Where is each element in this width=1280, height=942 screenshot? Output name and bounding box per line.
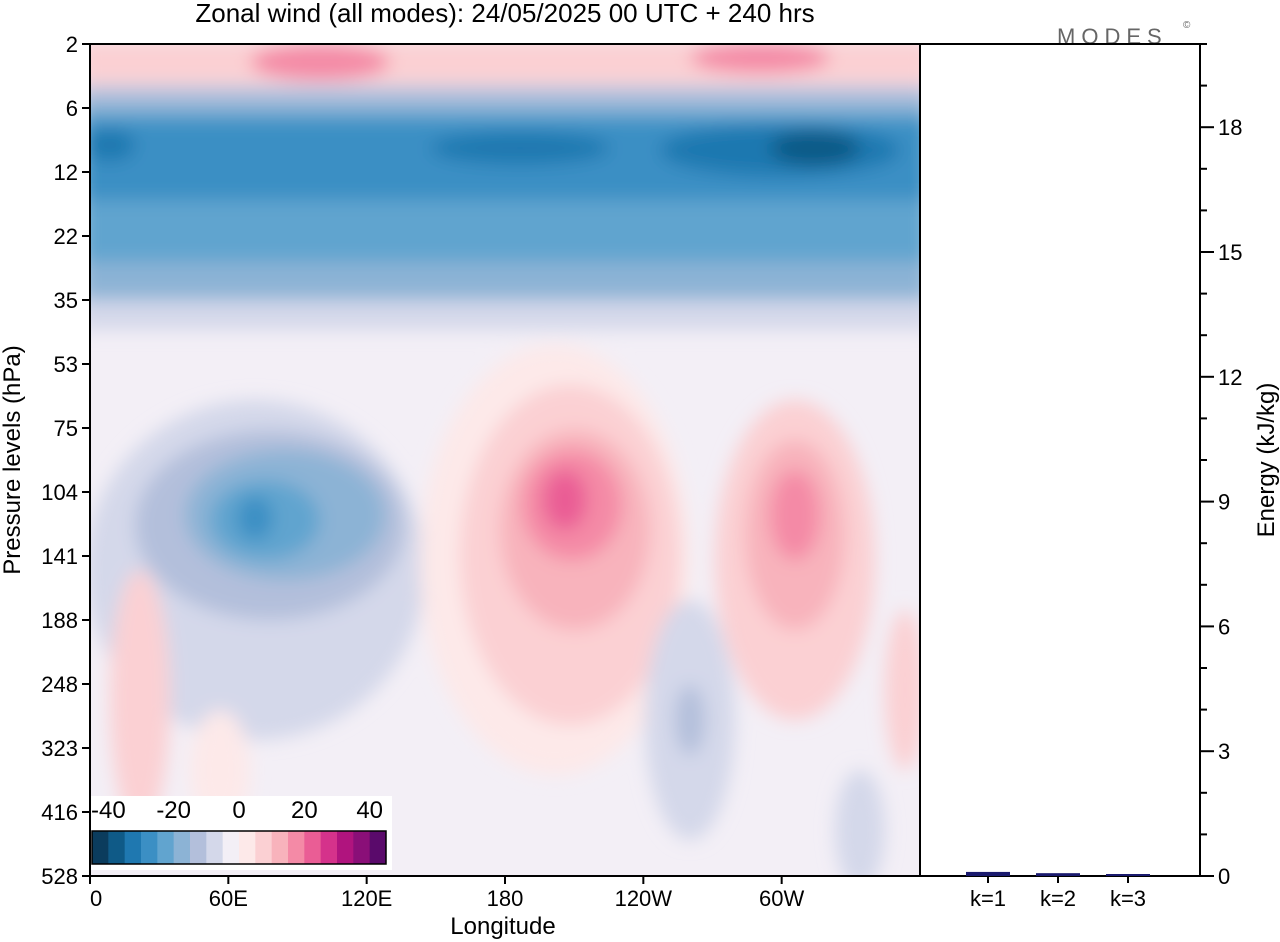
y-tick-label: 2 — [66, 32, 78, 57]
colorbar: -40 -20 0 20 40 — [86, 796, 392, 870]
colorbar-tick-label: 20 — [291, 797, 318, 824]
upper-westerly-peak — [690, 44, 830, 73]
colorbar-swatch — [304, 831, 322, 864]
x-tick-label: 120E — [341, 886, 392, 911]
upper-westerly-peak — [250, 44, 390, 80]
y-tick-label: 75 — [54, 416, 78, 441]
heatmap-y-axis: 2 6 12 22 35 53 75 104 141 188 248 323 416 528 — [41, 32, 90, 889]
energy-bar — [1106, 874, 1150, 876]
energy-bar — [1036, 873, 1080, 876]
y-tick-label: 323 — [41, 736, 78, 761]
easterly-jet-core — [90, 129, 135, 161]
y-tick-label: 188 — [41, 608, 78, 633]
y-tick-label: 53 — [54, 352, 78, 377]
energy-tick-label: 12 — [1218, 365, 1242, 390]
easterly-jet-core — [430, 132, 610, 164]
energy-category-label: k=3 — [1110, 886, 1146, 911]
energy-tick-label: 6 — [1218, 614, 1230, 639]
chart-title: Zonal wind (all modes): 24/05/2025 00 UT… — [195, 0, 814, 28]
colorbar-swatch — [337, 831, 354, 864]
westerly-max2-core — [770, 470, 820, 560]
weak-easterly-core — [675, 685, 705, 755]
colorbar-swatch — [108, 831, 126, 864]
energy-category-label: k=1 — [970, 886, 1006, 911]
modes-logo: MODES — [1057, 24, 1168, 49]
colorbar-swatch — [124, 831, 142, 864]
x-axis-label: Longitude — [450, 913, 555, 940]
energy-tick-label: 0 — [1218, 864, 1230, 889]
colorbar-swatch — [190, 831, 207, 864]
y-tick-label: 35 — [54, 288, 78, 313]
energy-bar — [966, 871, 1010, 876]
westerly-max-peak — [543, 470, 587, 530]
y-axis-label: Pressure levels (hPa) — [0, 345, 26, 574]
y-tick-label: 104 — [41, 480, 78, 505]
x-tick-label: 180 — [487, 886, 524, 911]
y-tick-label: 12 — [54, 160, 78, 185]
x-tick-label: 0 — [90, 886, 102, 911]
colorbar-swatch — [239, 831, 256, 864]
colorbar-swatch — [271, 831, 289, 864]
colorbar-swatch — [141, 831, 158, 864]
x-tick-label: 60W — [759, 886, 804, 911]
x-tick-label: 120W — [615, 886, 673, 911]
colorbar-swatch — [353, 831, 371, 864]
y-tick-label: 22 — [54, 224, 78, 249]
energy-panel: 0 3 6 9 12 15 18 k=1 k=2 k=3 — [920, 43, 1242, 911]
colorbar-tick-label: -20 — [156, 797, 191, 824]
lower-westerly — [885, 610, 920, 770]
colorbar-tick-label: -40 — [91, 797, 126, 824]
colorbar-tick-label: 0 — [232, 797, 245, 824]
lower-westerly — [110, 570, 170, 830]
y-tick-label: 6 — [66, 96, 78, 121]
wind-field — [90, 44, 920, 876]
weak-easterly-outer — [835, 770, 885, 876]
energy-tick-label: 9 — [1218, 490, 1230, 515]
colorbar-swatch — [206, 831, 224, 864]
heatmap-x-axis: 0 60E 120E 180 120W 60W — [89, 876, 805, 911]
y-tick-label: 416 — [41, 800, 78, 825]
colorbar-frame — [91, 830, 387, 865]
colorbar-swatch — [92, 831, 109, 864]
energy-category-label: k=2 — [1040, 886, 1076, 911]
easterly-jet-lower-edge — [90, 300, 920, 330]
x-tick-label: 60E — [209, 886, 248, 911]
colorbar-swatch — [255, 831, 273, 864]
heatmap-panel — [90, 44, 920, 876]
colorbar-swatch — [173, 831, 191, 864]
colorbar-swatch — [320, 831, 338, 864]
colorbar-swatch — [222, 831, 240, 864]
energy-axis-label: Energy (kJ/kg) — [1253, 383, 1280, 538]
modes-logo-mark: © — [1183, 20, 1191, 31]
y-tick-label: 141 — [41, 544, 78, 569]
colorbar-swatch — [157, 831, 175, 864]
colorbar-swatch — [288, 831, 305, 864]
energy-tick-label: 15 — [1218, 240, 1242, 265]
y-tick-label: 528 — [41, 864, 78, 889]
energy-tick-label: 3 — [1218, 739, 1230, 764]
easterly-lobe-max — [237, 496, 273, 540]
y-tick-label: 248 — [41, 672, 78, 697]
colorbar-tick-label: 40 — [356, 797, 383, 824]
colorbar-swatch — [369, 831, 387, 864]
easterly-jet-max — [770, 130, 860, 166]
energy-tick-label: 18 — [1218, 115, 1242, 140]
